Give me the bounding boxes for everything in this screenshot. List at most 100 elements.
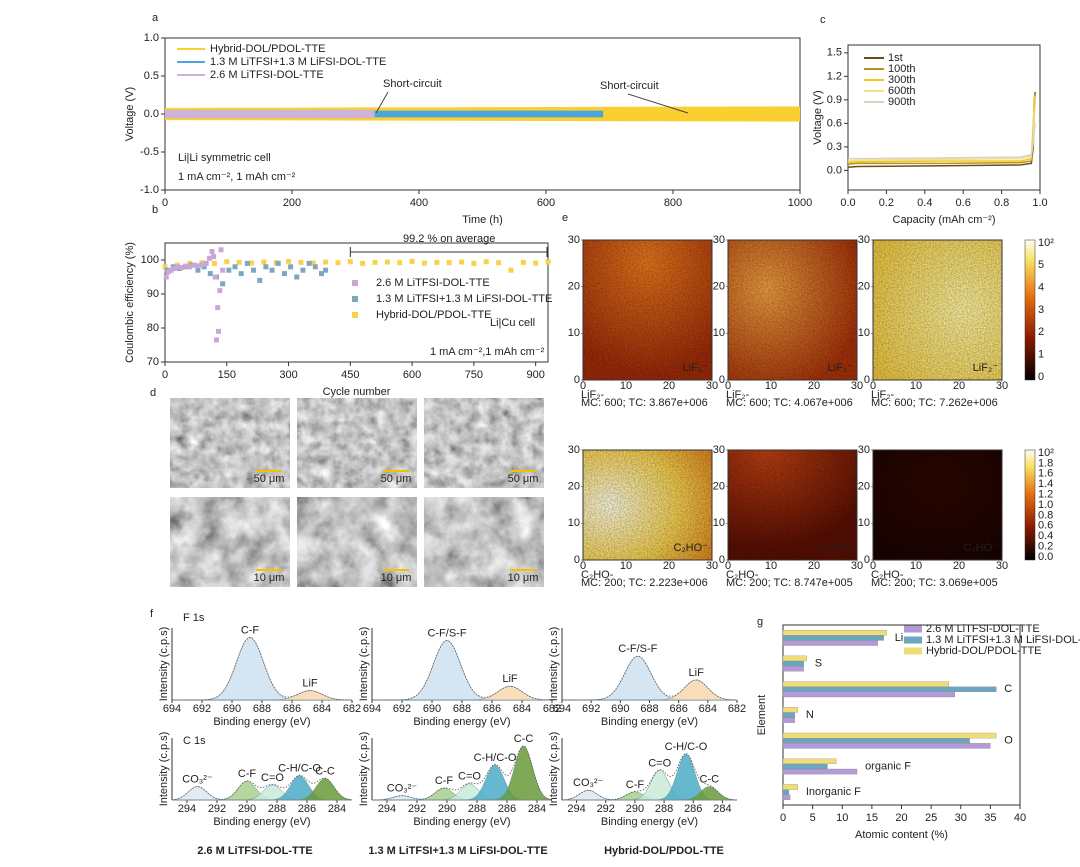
data-point: [187, 264, 193, 270]
bar: [782, 691, 955, 698]
peak-label: CO₃²⁻: [387, 783, 418, 795]
heatmap-grain: [583, 240, 712, 380]
category-label: Li: [895, 632, 904, 644]
map-tick-label: 20: [663, 380, 675, 392]
x-tick-label: 684: [699, 703, 717, 715]
data-point: [236, 259, 242, 265]
data-point: [224, 259, 230, 265]
legend-label: 100th: [888, 63, 916, 75]
data-point: [471, 260, 477, 266]
map-tick-label: 0: [580, 560, 586, 572]
x-tick-label: 284: [713, 803, 731, 815]
data-point: [251, 267, 257, 273]
colorbar-label: 0.6: [1038, 520, 1053, 532]
x-tick-label: 690: [611, 703, 629, 715]
y-axis-label: Intensity (c.p.s): [358, 732, 370, 807]
data-point: [206, 255, 212, 261]
map-caption: C₂HO-: [726, 569, 759, 581]
colorbar-label: 4: [1038, 282, 1044, 294]
bar: [782, 737, 970, 744]
y-tick-label: -0.5: [140, 146, 159, 158]
map-tick-label: 0: [870, 380, 876, 392]
heatmap-grain: [728, 240, 857, 380]
data-point: [263, 264, 269, 270]
sem-image: [170, 398, 290, 488]
sem-image: [297, 497, 417, 587]
category-label: Inorganic F: [806, 786, 861, 798]
data-point: [171, 266, 177, 271]
x-axis-label: Cycle number: [323, 386, 391, 398]
bar: [782, 743, 991, 749]
heatmap-grain: [583, 450, 712, 560]
colorbar-label: 10²: [1038, 237, 1054, 249]
map-tick-label: 10: [910, 380, 922, 392]
envelope: [171, 774, 353, 801]
map-caption: LiF₂-: [871, 389, 895, 401]
panel-letter: f: [150, 608, 154, 620]
data-point: [323, 259, 329, 265]
bar: [782, 640, 878, 646]
envelope: [561, 753, 738, 801]
peak-label: C=O: [458, 771, 481, 783]
legend-label: 1st: [888, 52, 903, 64]
category-label: organic F: [865, 760, 911, 772]
scale-label: 10 μm: [254, 572, 285, 584]
heatmap-grain: [728, 450, 857, 560]
bar: [782, 712, 796, 718]
data-point: [168, 267, 174, 273]
y-tick-label: 0.5: [144, 70, 159, 82]
peak-label: CO₃²⁻: [182, 773, 213, 785]
legend-label: Hybrid-DOL/PDOL-TTE: [376, 309, 492, 321]
bar: [782, 665, 804, 672]
x-tick-label: 288: [468, 803, 486, 815]
colorbar-label: 0.4: [1038, 530, 1053, 542]
y-tick-label: 0.0: [144, 108, 159, 120]
data-point: [508, 267, 514, 273]
scale-label: 50 μm: [381, 473, 412, 485]
panel-letter: d: [150, 387, 156, 399]
x-tick-label: 1000: [788, 197, 812, 209]
bar: [782, 635, 884, 641]
x-tick-label: 686: [669, 703, 687, 715]
x-tick-label: 286: [684, 803, 702, 815]
map-tick-label: 10: [765, 560, 777, 572]
plot-frame: [164, 242, 549, 363]
annotation: Short-circuit: [383, 78, 442, 90]
annotation: 1 mA cm⁻²,1 mAh cm⁻²: [430, 346, 545, 358]
x-tick-label: 290: [438, 803, 456, 815]
peak-label: C-H/C-O: [474, 752, 517, 764]
x-tick-label: 694: [163, 703, 181, 715]
colorbar-label: 1.8: [1038, 457, 1053, 469]
x-tick-label: 0.6: [956, 197, 971, 209]
peak-label: LiF: [302, 678, 318, 690]
envelope: [562, 655, 738, 701]
data-point: [226, 267, 232, 273]
heatmap-grain: [873, 450, 1002, 560]
colorbar-label: 5: [1038, 259, 1044, 271]
map-tick-label: 20: [858, 481, 870, 493]
ion-label: LiF₂⁻: [828, 362, 854, 374]
x-tick-label: 294: [567, 803, 585, 815]
map-tick-label: 0: [719, 554, 725, 566]
colorbar: [1024, 239, 1036, 381]
x-tick-label: 294: [378, 803, 396, 815]
x-tick-label: 10: [836, 812, 848, 824]
data-point: [178, 264, 184, 270]
peak-label: C-C: [315, 765, 335, 777]
data-point: [191, 262, 197, 268]
x-axis-label: Binding energy (eV): [601, 716, 698, 728]
x-tick-label: 284: [328, 803, 346, 815]
peak-label: CO₃²⁻: [573, 777, 604, 789]
x-tick-label: 15: [866, 812, 878, 824]
map-tick-label: 30: [996, 380, 1008, 392]
bar: [782, 758, 837, 765]
x-axis-label: Binding energy (eV): [413, 816, 510, 828]
x-tick-label: 288: [655, 803, 673, 815]
legend-swatch: [904, 647, 922, 655]
y-tick-label: 1.5: [827, 47, 842, 59]
map-tick-label: 20: [953, 560, 965, 572]
legend-label: 2.6 M LiTFSI-DOL-TTE: [926, 623, 1040, 635]
data-point: [397, 260, 403, 266]
map-tick-label: 0: [725, 380, 731, 392]
y-tick-label: 90: [147, 288, 159, 300]
